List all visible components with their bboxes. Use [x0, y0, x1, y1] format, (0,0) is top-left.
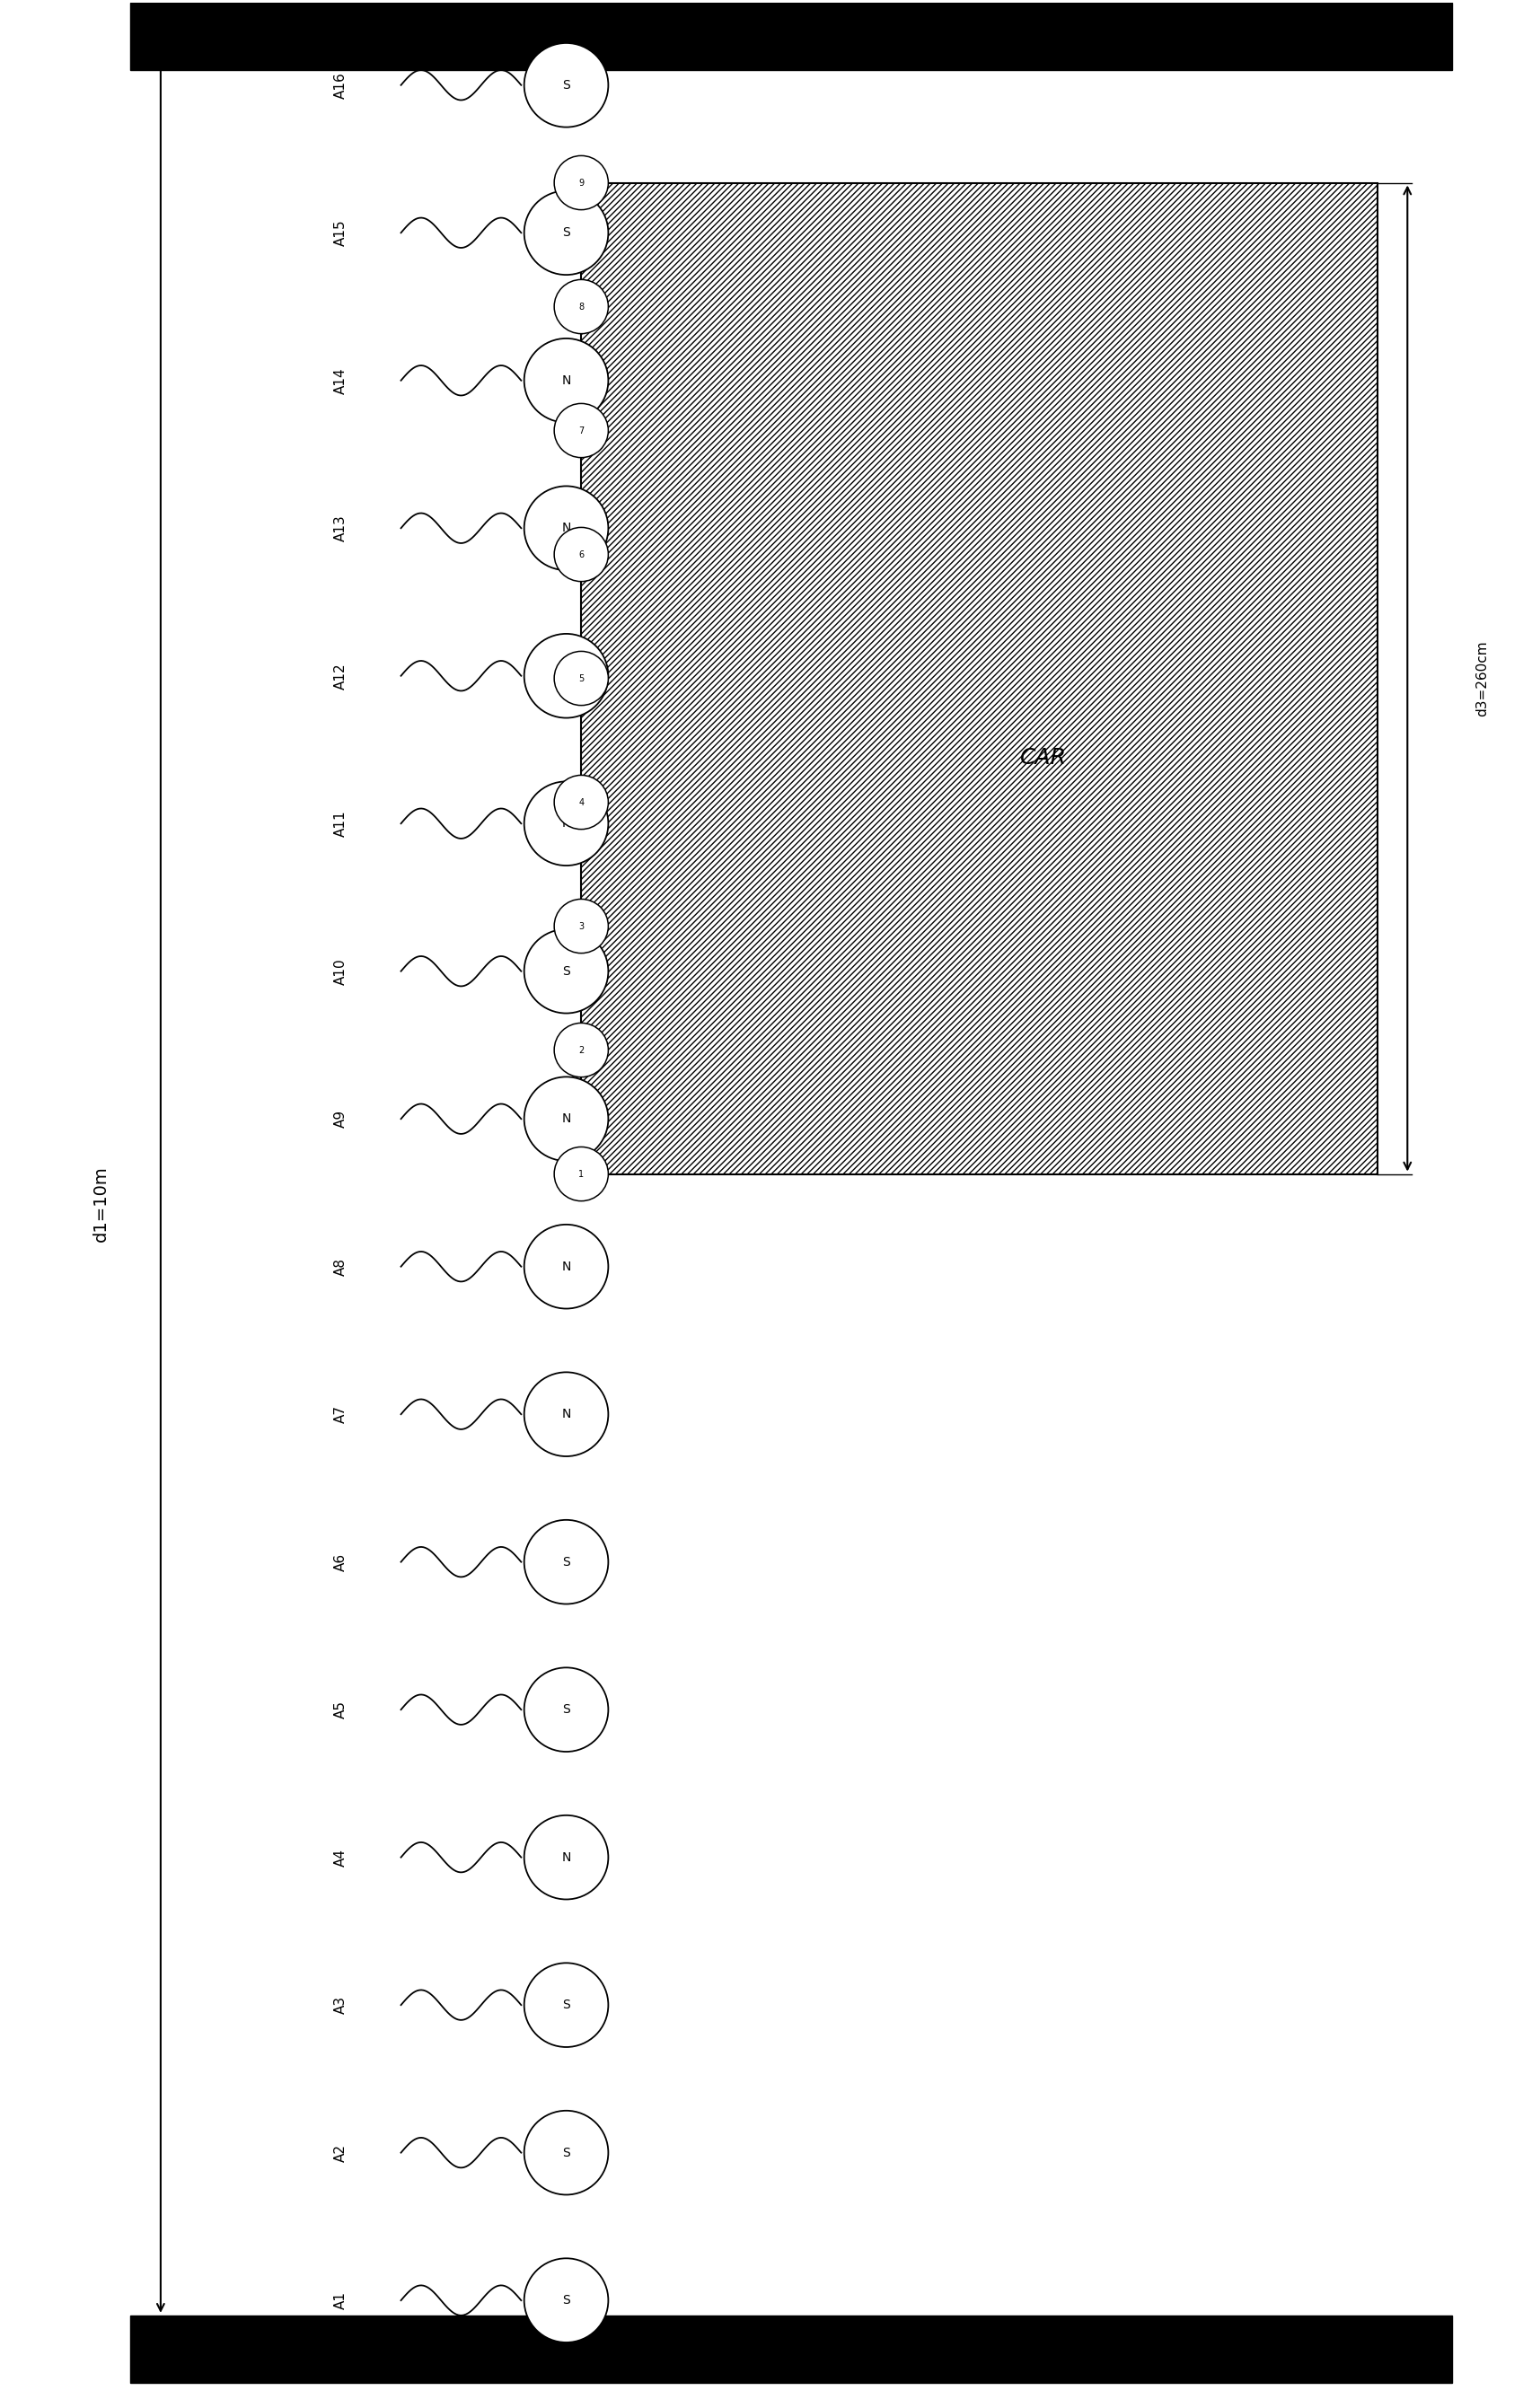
Circle shape — [524, 486, 608, 571]
Text: 7: 7 — [579, 426, 583, 436]
Text: S: S — [562, 669, 570, 681]
Text: 2: 2 — [579, 1045, 583, 1055]
Circle shape — [554, 157, 608, 209]
Text: A12: A12 — [334, 662, 347, 689]
Circle shape — [524, 1669, 608, 1751]
Text: A13: A13 — [334, 515, 347, 542]
Circle shape — [524, 1373, 608, 1457]
Circle shape — [554, 775, 608, 828]
Text: S: S — [562, 1999, 570, 2011]
Text: S: S — [562, 79, 570, 92]
Text: S: S — [562, 2146, 570, 2160]
Text: A8: A8 — [334, 1257, 347, 1276]
Circle shape — [524, 43, 608, 128]
Text: S: S — [562, 2295, 570, 2307]
Text: S: S — [562, 966, 570, 978]
Circle shape — [524, 1226, 608, 1308]
Circle shape — [554, 650, 608, 706]
Circle shape — [554, 1146, 608, 1202]
Circle shape — [524, 783, 608, 864]
Text: A11: A11 — [334, 809, 347, 838]
Text: A9: A9 — [334, 1110, 347, 1127]
Circle shape — [524, 1816, 608, 1900]
Text: d1=10m: d1=10m — [91, 1165, 110, 1243]
Text: 6: 6 — [579, 549, 583, 559]
Text: 8: 8 — [579, 301, 583, 311]
Text: A16: A16 — [334, 72, 347, 99]
Text: A5: A5 — [334, 1700, 347, 1719]
Circle shape — [524, 929, 608, 1014]
Text: N: N — [562, 816, 571, 831]
Circle shape — [524, 2112, 608, 2194]
Text: A1: A1 — [334, 2292, 347, 2309]
Text: 1: 1 — [579, 1170, 583, 1178]
Text: N: N — [562, 1852, 571, 1864]
Circle shape — [524, 190, 608, 275]
Text: N: N — [562, 523, 571, 535]
Text: S: S — [562, 226, 570, 238]
Text: N: N — [562, 1112, 571, 1125]
Text: S: S — [562, 1702, 570, 1717]
Circle shape — [554, 405, 608, 458]
Circle shape — [554, 898, 608, 954]
Text: d3=260cm: d3=260cm — [1476, 641, 1489, 715]
Text: N: N — [562, 1259, 571, 1274]
Circle shape — [524, 1519, 608, 1604]
Text: A7: A7 — [334, 1406, 347, 1423]
Circle shape — [554, 1023, 608, 1076]
Bar — [131, 2, 1453, 70]
Circle shape — [554, 527, 608, 580]
Bar — [582, 183, 1377, 1175]
Bar — [131, 2316, 1453, 2384]
Circle shape — [524, 340, 608, 421]
Circle shape — [524, 2259, 608, 2343]
Circle shape — [524, 1076, 608, 1161]
Text: N: N — [562, 373, 571, 388]
Text: 9: 9 — [579, 178, 583, 188]
Circle shape — [554, 279, 608, 335]
Text: A6: A6 — [334, 1553, 347, 1570]
Text: 4: 4 — [579, 797, 583, 807]
Circle shape — [524, 1963, 608, 2047]
Text: CAR: CAR — [1020, 746, 1066, 768]
Text: A15: A15 — [334, 219, 347, 246]
Text: S: S — [562, 1556, 570, 1568]
Text: A2: A2 — [334, 2143, 347, 2162]
Text: A14: A14 — [334, 366, 347, 395]
Text: A3: A3 — [334, 1996, 347, 2013]
Text: 3: 3 — [579, 922, 583, 929]
Circle shape — [524, 633, 608, 718]
Text: A10: A10 — [334, 958, 347, 985]
Text: A4: A4 — [334, 1849, 347, 1866]
Text: N: N — [562, 1409, 571, 1421]
Text: 5: 5 — [579, 674, 583, 684]
